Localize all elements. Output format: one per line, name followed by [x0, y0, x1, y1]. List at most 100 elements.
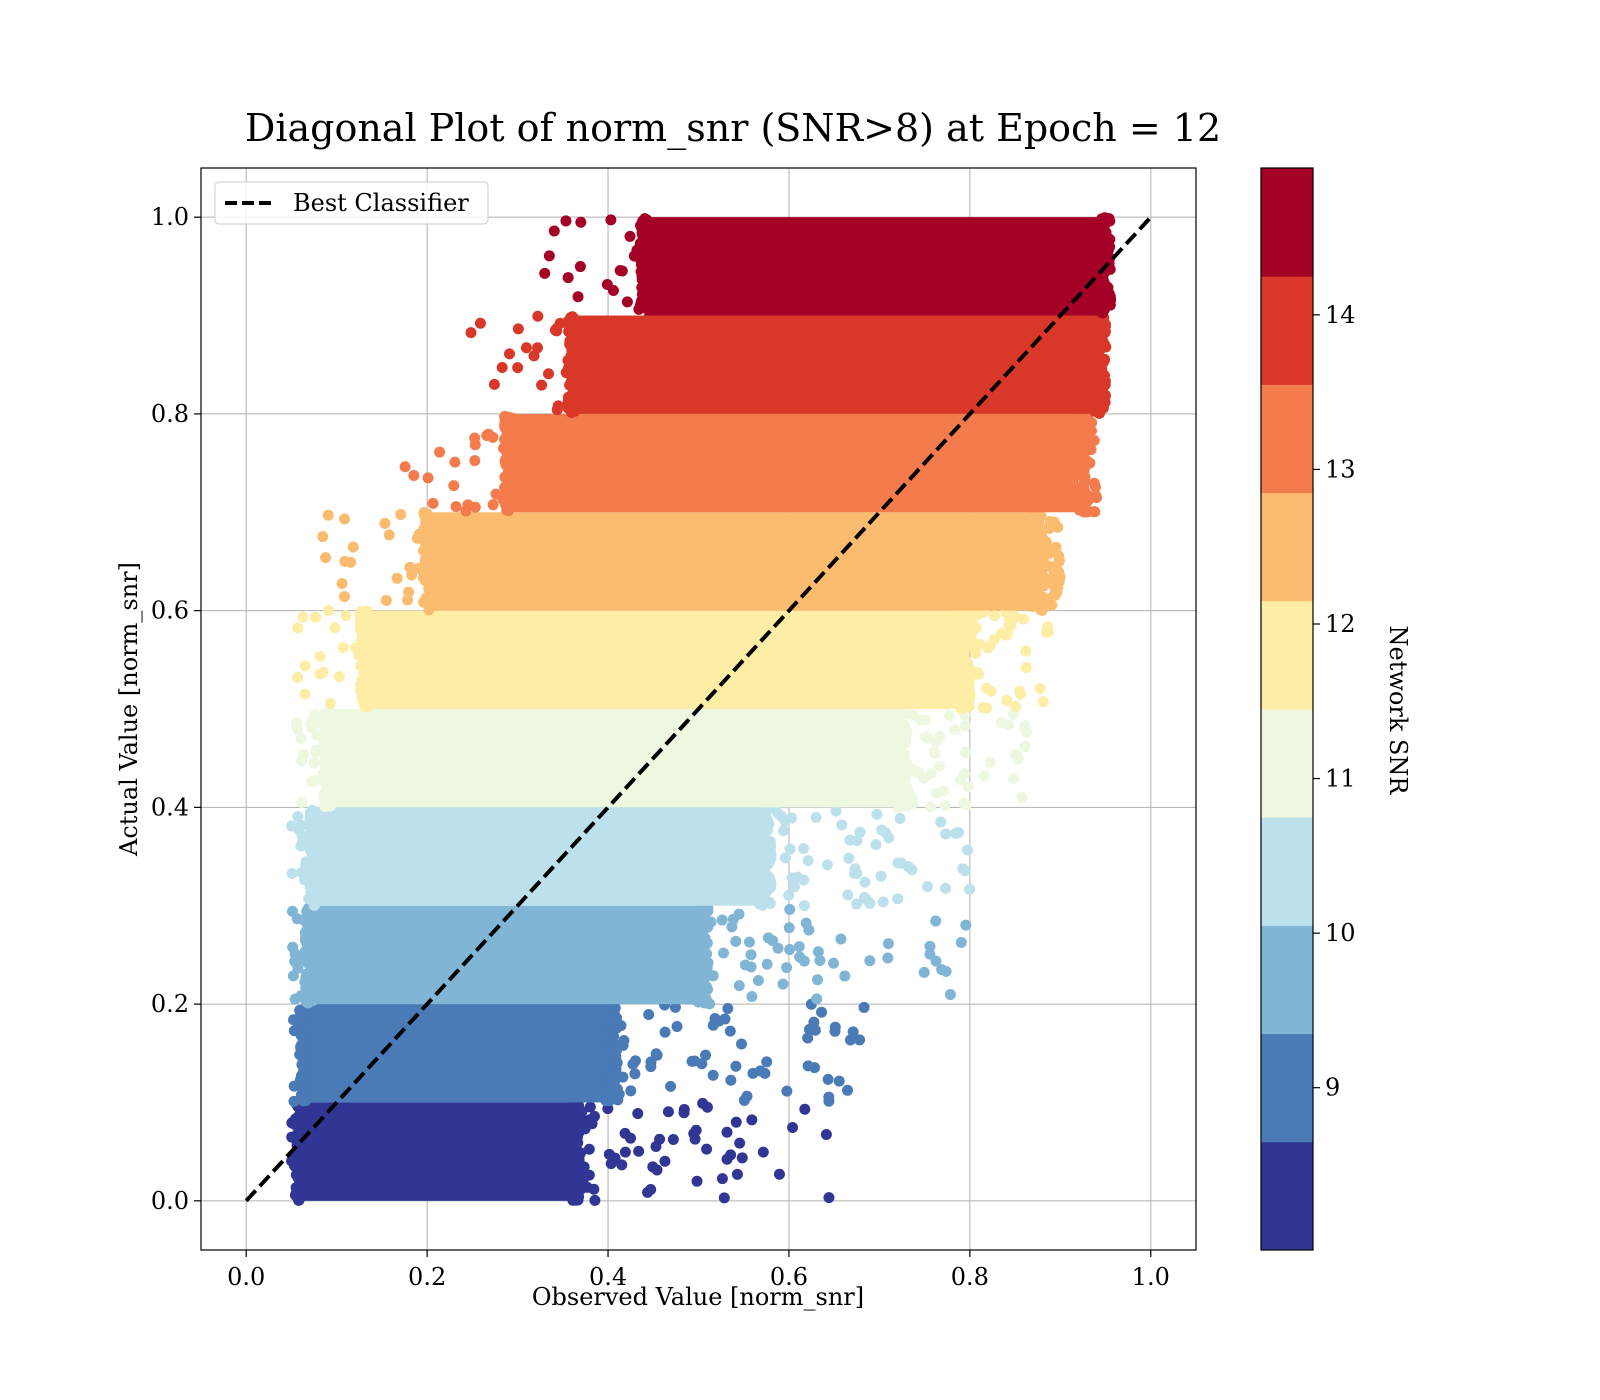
- snr-band-5: [292, 605, 1054, 715]
- data-point: [730, 1060, 742, 1072]
- data-point: [293, 821, 305, 833]
- data-point: [1075, 496, 1087, 508]
- data-point: [1073, 450, 1085, 462]
- data-point: [566, 1130, 578, 1142]
- data-point: [380, 594, 392, 606]
- data-point: [610, 1063, 622, 1075]
- data-point: [1020, 662, 1032, 674]
- best-classifier-line: [244, 215, 1153, 1203]
- data-point: [892, 893, 904, 905]
- data-point: [1091, 385, 1103, 397]
- data-point: [588, 1110, 600, 1122]
- data-point: [730, 1116, 742, 1128]
- data-point: [1037, 696, 1049, 708]
- data-point: [989, 610, 1001, 622]
- data-point: [338, 513, 350, 525]
- data-point: [978, 770, 990, 782]
- data-point: [427, 497, 439, 509]
- data-point: [812, 974, 824, 986]
- colorbar-segment: [1261, 925, 1313, 1035]
- data-point: [383, 529, 395, 541]
- data-point: [902, 861, 914, 873]
- data-point: [601, 278, 613, 290]
- band-core: [427, 512, 1034, 611]
- data-point: [403, 586, 415, 598]
- data-point: [693, 984, 705, 996]
- data-point: [642, 288, 654, 300]
- data-point: [1051, 586, 1063, 598]
- data-point: [705, 916, 717, 928]
- data-point: [690, 1124, 702, 1136]
- data-point: [906, 797, 918, 809]
- data-point: [338, 591, 350, 603]
- data-point: [921, 880, 933, 892]
- data-point: [310, 774, 322, 786]
- band-core: [363, 610, 961, 709]
- data-point: [762, 932, 774, 944]
- data-point: [781, 962, 793, 974]
- data-point: [501, 504, 513, 516]
- data-point: [758, 818, 770, 830]
- data-point: [314, 650, 326, 662]
- data-point: [694, 962, 706, 974]
- data-point: [356, 639, 368, 651]
- data-point: [700, 1049, 712, 1061]
- data-point: [605, 1158, 617, 1170]
- data-point: [842, 889, 854, 901]
- snr-band-2: [286, 902, 972, 1010]
- data-point: [309, 709, 321, 721]
- data-point: [959, 692, 971, 704]
- data-point: [892, 801, 904, 813]
- data-point: [823, 1192, 835, 1204]
- data-point: [448, 480, 460, 492]
- data-point: [1075, 459, 1087, 471]
- data-point: [955, 619, 967, 631]
- data-point: [1089, 481, 1101, 493]
- data-point: [787, 1122, 799, 1134]
- data-point: [962, 781, 974, 793]
- data-point: [309, 611, 321, 623]
- data-point: [619, 1146, 631, 1158]
- data-point: [734, 1137, 746, 1149]
- data-point: [934, 731, 946, 743]
- y-axis-label: Actual Value [norm_snr]: [115, 562, 143, 857]
- data-point: [879, 826, 891, 838]
- data-point: [1033, 579, 1045, 591]
- data-point: [294, 1177, 306, 1189]
- data-point: [294, 1004, 306, 1016]
- data-point: [1075, 482, 1087, 494]
- data-point: [812, 946, 824, 958]
- data-point: [616, 265, 628, 277]
- x-axis-ticks: 0.0 0.2 0.4 0.6 0.8 1.0: [227, 1250, 1170, 1291]
- data-point: [650, 1048, 662, 1060]
- data-point: [615, 1020, 627, 1032]
- data-point: [1021, 726, 1033, 738]
- data-point: [313, 744, 325, 756]
- data-point: [634, 219, 646, 231]
- data-point: [292, 962, 304, 974]
- data-point: [920, 731, 932, 743]
- legend-entry-best-classifier: Best Classifier: [293, 189, 469, 217]
- data-point: [835, 933, 847, 945]
- data-point: [573, 1191, 585, 1203]
- snr-band-9: [539, 212, 1117, 319]
- data-point: [1096, 213, 1108, 225]
- data-point: [963, 679, 975, 691]
- data-point: [659, 1155, 671, 1167]
- data-point: [575, 216, 587, 228]
- data-point: [308, 757, 320, 769]
- data-point: [659, 1026, 671, 1038]
- plot-frame: [200, 167, 1197, 1251]
- data-point: [864, 897, 876, 909]
- data-point: [1086, 417, 1098, 429]
- data-point: [569, 1116, 581, 1128]
- data-point: [756, 869, 768, 881]
- data-point: [920, 714, 932, 726]
- x-tick-label: 0.0: [227, 1263, 265, 1291]
- data-point: [353, 650, 365, 662]
- data-point: [651, 1164, 663, 1176]
- data-point: [600, 1095, 612, 1107]
- data-point: [584, 1101, 596, 1113]
- data-point: [297, 990, 309, 1002]
- data-point: [632, 1108, 644, 1120]
